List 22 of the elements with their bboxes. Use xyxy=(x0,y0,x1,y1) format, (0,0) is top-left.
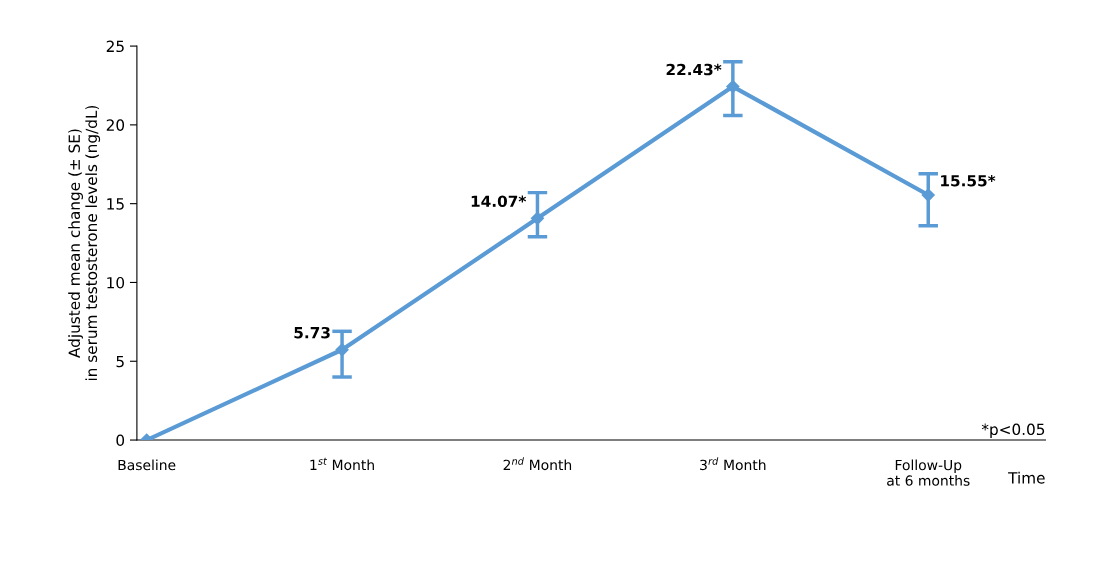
data-label: 22.43* xyxy=(666,63,722,76)
x-tick-label: 1$^{st}$ Month xyxy=(310,457,374,471)
y-tick-label: 5 xyxy=(116,355,124,368)
y-tick-label: 10 xyxy=(107,276,125,289)
point xyxy=(921,188,935,202)
y-tick-label: 25 xyxy=(106,40,124,53)
x-axis-title: Time xyxy=(1008,471,1045,484)
y-axis-title: Adjusted mean change (± SE) in serum testosterone levels (ng/dL) xyxy=(68,105,101,381)
data-label: 14.07* xyxy=(471,195,527,208)
data-label: 15.55* xyxy=(941,174,996,187)
x-tick-label: 2$^{nd}$ Month xyxy=(503,457,572,471)
annotation: *p<0.05 xyxy=(981,423,1045,439)
y-tick-label: 20 xyxy=(106,119,125,131)
y-tick-label: 15 xyxy=(107,198,124,210)
data-label: 5.73 xyxy=(294,326,330,339)
y-tick-label: 0 xyxy=(116,434,125,447)
point xyxy=(726,79,740,94)
point xyxy=(335,343,349,357)
x-tick-label: 3$^{rd}$ Month xyxy=(700,457,766,471)
x-tick-label: Baseline xyxy=(118,459,176,471)
point xyxy=(530,211,545,225)
x-tick-label: Follow-Up at 6 months xyxy=(887,459,970,486)
